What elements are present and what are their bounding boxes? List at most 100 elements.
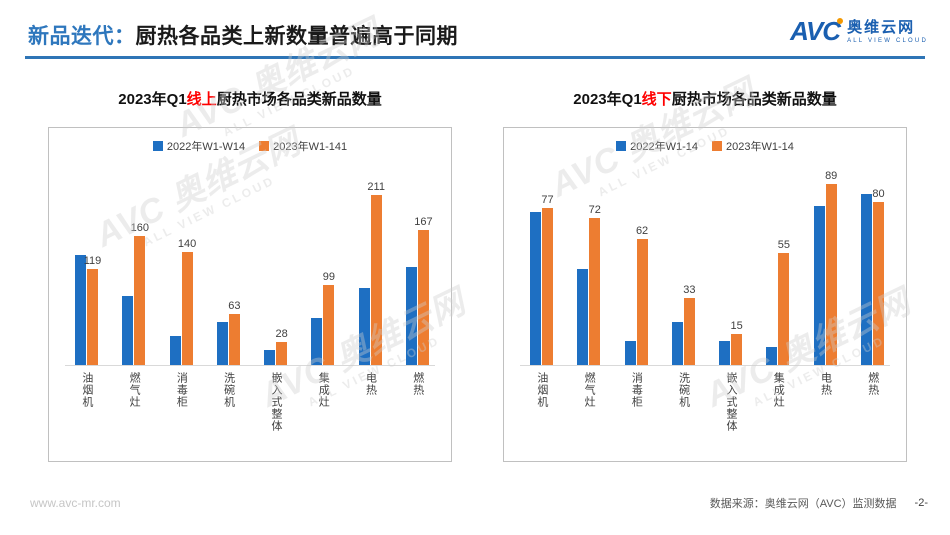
- bar-集成灶-2022: [766, 347, 778, 365]
- category-label-电热: 电热: [364, 372, 377, 396]
- legend-label: 2022年W1-W14: [166, 141, 246, 153]
- category-axis: 油烟机 燃气灶 消毒柜 洗碗机 嵌入式整体 集成灶 电热 燃热: [520, 372, 890, 432]
- header-divider: [25, 56, 925, 59]
- chart-title-offline-red: 线下: [641, 91, 672, 108]
- bar-group-油烟机: 77: [530, 194, 554, 365]
- bar-电热-2022: [358, 288, 370, 365]
- category-label-集成灶: 集成灶: [772, 372, 785, 408]
- category-cell: 消毒柜: [170, 372, 193, 432]
- category-cell: 燃气灶: [122, 372, 145, 432]
- category-label-电热: 电热: [819, 372, 832, 396]
- data-label: 72: [588, 204, 601, 216]
- bar-集成灶-2023: 99: [323, 271, 335, 365]
- chart-title-offline-pre: 2023年Q1: [573, 91, 642, 108]
- bar-洗碗机-2022: [671, 322, 683, 365]
- bar-消毒柜-2022: [624, 341, 636, 365]
- footer: www.avc-mr.com 数据来源：奥维云网（AVC）监测数据 -2-: [30, 495, 928, 511]
- bar-燃热-2023: 80: [872, 188, 885, 365]
- category-axis: 油烟机 燃气灶 消毒柜 洗碗机 嵌入式整体 集成灶 电热 燃热: [65, 372, 435, 432]
- category-cell: 洗碗机: [217, 372, 240, 432]
- category-cell: 消毒柜: [625, 372, 648, 432]
- data-label: 63: [228, 300, 241, 312]
- category-cell: 燃热: [861, 372, 884, 432]
- category-cell: 燃热: [406, 372, 429, 432]
- bar-group-油烟机: 119: [75, 255, 101, 365]
- legend-item-2023: 2023年W1-14: [712, 138, 794, 154]
- bar-燃气灶-2022: [122, 296, 134, 365]
- bar-group-燃热: 167: [405, 216, 433, 365]
- bar-group-洗碗机: 63: [216, 300, 240, 365]
- bar-嵌入式整体-2023: 28: [276, 328, 288, 365]
- logo-orange-dot-icon: [837, 18, 844, 24]
- bar-油烟机-2022: [75, 255, 86, 365]
- footer-website: www.avc-mr.com: [30, 496, 121, 510]
- category-label-燃热: 燃热: [411, 372, 424, 396]
- data-label: 55: [777, 239, 791, 251]
- bar-group-电热: 89: [813, 170, 837, 365]
- category-label-燃气灶: 燃气灶: [583, 372, 596, 408]
- bar-group-嵌入式整体: 28: [264, 328, 288, 365]
- legend-label: 2022年W1-14: [630, 141, 698, 153]
- data-label: 28: [275, 328, 288, 340]
- bar-group-集成灶: 55: [766, 239, 790, 365]
- chart-title-offline: 2023年Q1线下厨热市场各品类新品数量: [503, 88, 907, 109]
- legend-item-2023: 2023年W1-141: [259, 138, 347, 154]
- page-title-prefix: 新品迭代：: [28, 25, 136, 48]
- chart-title-online-pre: 2023年Q1: [118, 91, 187, 108]
- bar-嵌入式整体-2022: [719, 341, 731, 365]
- plot-area: 77 72 62 33 15 55 89 80: [520, 155, 890, 366]
- bar-燃热-2022: [405, 267, 417, 365]
- bar-油烟机-2023: 77: [541, 194, 554, 365]
- bar-group-消毒柜: 62: [624, 225, 648, 365]
- bar-group-嵌入式整体: 15: [719, 320, 743, 365]
- bar-燃气灶-2023: 72: [589, 204, 601, 365]
- bars-area: 77 72 62 33 15 55 89 80: [520, 155, 890, 365]
- chart-title-online-post: 厨热市场各品类新品数量: [216, 91, 382, 108]
- data-label: 119: [83, 255, 102, 267]
- category-cell: 集成灶: [311, 372, 334, 432]
- page-title: 新品迭代：厨热各品类上新数量普遍高于同期: [28, 20, 458, 50]
- category-cell: 洗碗机: [672, 372, 695, 432]
- chart-title-online-red: 线上: [186, 91, 217, 108]
- legend-item-2022: 2022年W1-W14: [152, 138, 246, 154]
- logo-name-cn: 奥维云网: [847, 18, 916, 36]
- footer-right: 数据来源：奥维云网（AVC）监测数据 -2-: [710, 495, 928, 511]
- bar-group-燃热: 80: [860, 188, 885, 365]
- category-label-消毒柜: 消毒柜: [630, 372, 643, 408]
- bar-集成灶-2023: 55: [778, 239, 790, 365]
- legend-swatch-icon: [712, 141, 722, 151]
- category-label-洗碗机: 洗碗机: [677, 372, 690, 408]
- bar-电热-2023: 89: [825, 170, 837, 365]
- bar-group-燃气灶: 72: [577, 204, 601, 365]
- avc-logo-text: AVC: [790, 16, 844, 47]
- legend-swatch-icon: [259, 141, 270, 151]
- data-label: 99: [322, 271, 336, 283]
- category-cell: 嵌入式整体: [264, 372, 287, 432]
- bar-group-电热: 211: [358, 181, 385, 365]
- chart-legend: 2022年W1-W14 2023年W1-141: [49, 138, 451, 154]
- category-label-洗碗机: 洗碗机: [222, 372, 235, 408]
- bar-洗碗机-2022: [216, 322, 228, 365]
- category-label-燃气灶: 燃气灶: [128, 372, 141, 408]
- category-label-嵌入式整体: 嵌入式整体: [269, 372, 282, 432]
- page-number: -2-: [914, 497, 928, 509]
- bar-消毒柜-2022: [169, 336, 181, 365]
- legend-label: 2023年W1-14: [726, 141, 794, 153]
- bar-group-洗碗机: 33: [671, 284, 695, 365]
- category-label-集成灶: 集成灶: [317, 372, 330, 408]
- data-label: 167: [414, 216, 433, 228]
- category-cell: 电热: [359, 372, 382, 432]
- bar-消毒柜-2023: 62: [636, 225, 648, 365]
- category-label-嵌入式整体: 嵌入式整体: [724, 372, 737, 432]
- bar-group-消毒柜: 140: [169, 238, 196, 365]
- bar-嵌入式整体-2022: [264, 350, 276, 365]
- page-title-main: 厨热各品类上新数量普遍高于同期: [135, 25, 458, 48]
- category-label-油烟机: 油烟机: [80, 372, 93, 408]
- data-label: 160: [130, 222, 149, 234]
- category-label-油烟机: 油烟机: [535, 372, 548, 408]
- category-cell: 嵌入式整体: [719, 372, 742, 432]
- data-label: 77: [541, 194, 554, 206]
- category-cell: 油烟机: [75, 372, 98, 432]
- chart-title-offline-post: 厨热市场各品类新品数量: [671, 91, 837, 108]
